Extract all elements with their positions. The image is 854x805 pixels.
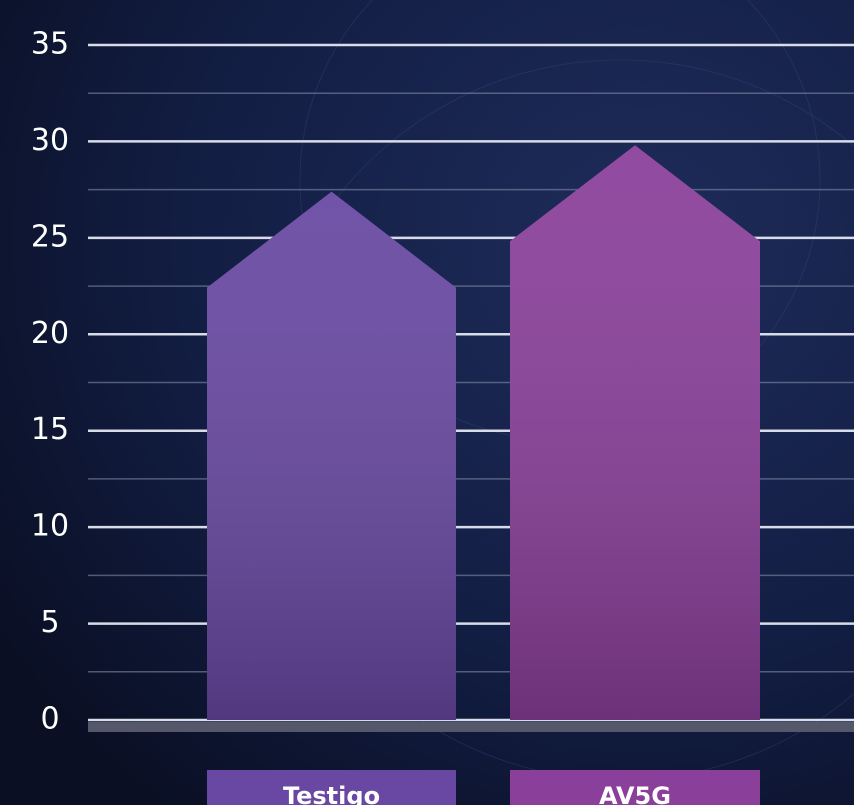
y-tick-label: 35 (31, 27, 69, 62)
x-tick-label: AV5G (599, 782, 671, 805)
y-tick-label: 15 (31, 412, 69, 447)
bar-shade (510, 145, 760, 721)
category-box (207, 770, 456, 805)
y-tick-label: 30 (31, 123, 69, 158)
bar-shade (207, 191, 456, 721)
y-tick-label: 25 (31, 219, 69, 254)
y-tick-label: 20 (31, 316, 69, 351)
category-box (510, 770, 760, 805)
y-tick-label: 10 (31, 509, 69, 544)
y-tick-label: 0 (40, 702, 59, 737)
x-axis (88, 722, 854, 732)
x-tick-label: Testigo (283, 782, 380, 805)
y-tick-label: 5 (40, 605, 59, 640)
